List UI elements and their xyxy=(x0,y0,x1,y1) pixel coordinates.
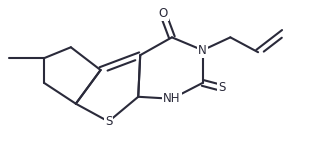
Text: S: S xyxy=(218,81,225,94)
Text: O: O xyxy=(158,7,168,20)
Text: N: N xyxy=(198,44,207,57)
Text: S: S xyxy=(105,115,112,128)
Text: NH: NH xyxy=(163,92,181,105)
